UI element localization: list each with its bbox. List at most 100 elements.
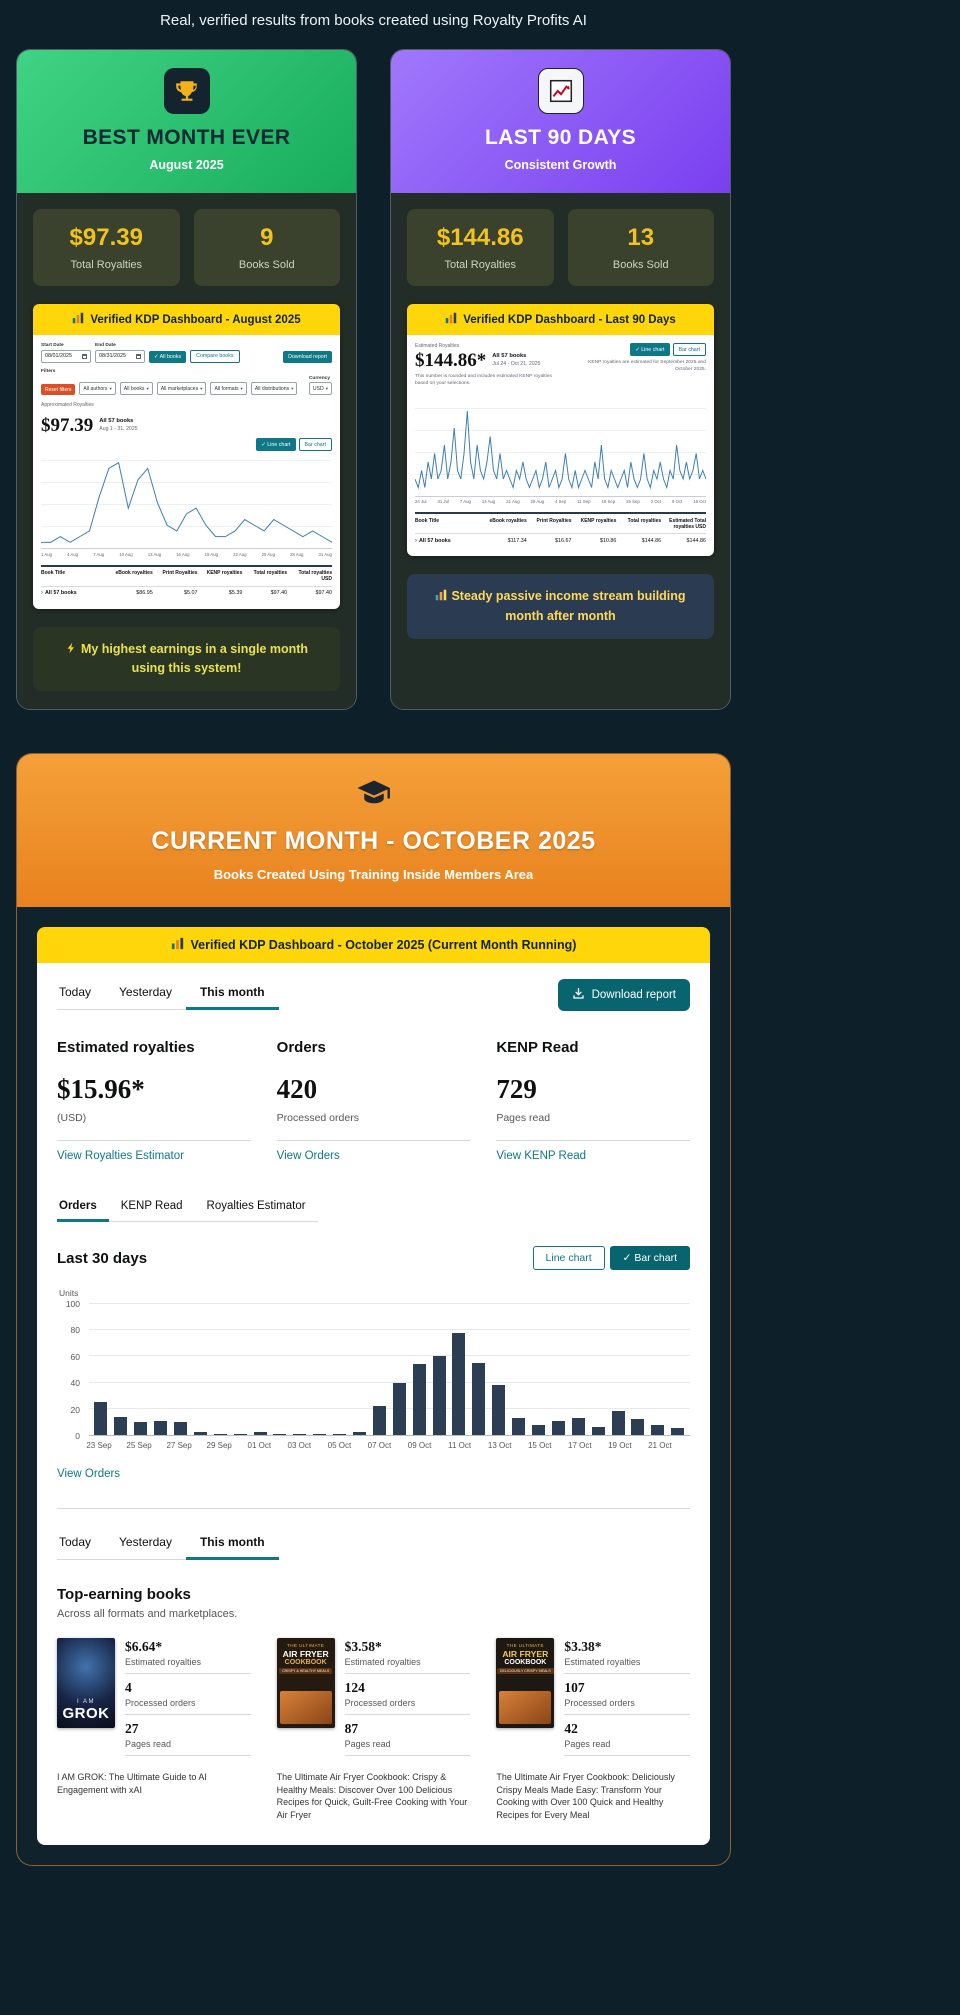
banner-text: Verified KDP Dashboard - August 2025	[90, 313, 301, 326]
line-chart-toggle[interactable]: Line chart	[532, 1246, 605, 1270]
tab-today[interactable]: Today	[59, 1535, 92, 1549]
book-item-grok: I AM GROK $6.64* Estimated royalties 4 P…	[57, 1638, 251, 1821]
end-date-input[interactable]: 08/31/2025	[95, 349, 145, 363]
tab-kenp-read[interactable]: KENP Read	[120, 1200, 183, 1212]
bar-chart-toggle[interactable]: ✓ Bar chart	[609, 1246, 690, 1270]
compare-books-button[interactable]: Compare books	[190, 349, 240, 363]
current-month-header: CURRENT MONTH - OCTOBER 2025 Books Creat…	[17, 754, 730, 907]
view-orders-link[interactable]: View Orders	[57, 1468, 121, 1480]
line-chart-toggle[interactable]: ✓ Line chart	[256, 438, 296, 451]
kpi-orders: Orders 420 Processed orders View Orders	[276, 1039, 471, 1164]
table-row-all-books[interactable]: › All 57 books $86.95 $5.07 $5.39 $97.40 …	[41, 585, 332, 600]
y-axis-label: Units	[59, 1288, 79, 1298]
stat-label: Total Royalties	[444, 259, 517, 271]
august-royalty-row: $97.39 All 57 books Aug 1 - 31, 2025	[41, 416, 332, 435]
last-90-royalties-table: Book Title eBook royalties Print Royalti…	[415, 512, 706, 547]
page-content: Real, verified results from books create…	[16, 0, 731, 1874]
bar-chart-toggle[interactable]: Bar chart	[298, 438, 332, 451]
tab-yesterday[interactable]: Yesterday	[119, 1535, 172, 1549]
current-month-subtitle: Books Created Using Training Inside Memb…	[213, 867, 534, 882]
table-row-all-books[interactable]: › All 57 books $117.34 $16.67 $10.86 $144…	[415, 533, 706, 547]
kdp-dashboard-august: Start Date 08/01/2025 End Date 08/31/202…	[33, 335, 340, 609]
filters-label: Filters	[41, 368, 56, 374]
food-photo	[499, 1691, 552, 1724]
last-90-days-header: LAST 90 DAYS Consistent Growth	[391, 50, 730, 193]
stat-books-sold: 9 Books Sold	[193, 209, 340, 286]
formats-dropdown[interactable]: All formats	[210, 382, 247, 395]
bar-chart-icon	[435, 588, 447, 607]
all-books-button[interactable]: ✓ All books	[149, 350, 187, 363]
stat-total-royalties: $97.39 Total Royalties	[33, 209, 180, 286]
chart-type-toggle: Line chart ✓ Bar chart	[532, 1246, 690, 1270]
view-royalties-estimator-link[interactable]: View Royalties Estimator	[57, 1150, 184, 1162]
authors-dropdown[interactable]: All authors	[79, 382, 116, 395]
last-90-days-card: LAST 90 DAYS Consistent Growth $144.86 T…	[390, 49, 731, 710]
marketplaces-dropdown[interactable]: All marketplaces	[156, 382, 207, 395]
best-month-note: My highest earnings in a single month us…	[33, 626, 340, 691]
book-metrics: $6.64* Estimated royalties 4 Processed o…	[125, 1638, 251, 1762]
line-chart-toggle[interactable]: ✓ Line chart	[630, 343, 670, 356]
bar-chart-icon	[72, 312, 84, 327]
august-chart-toggle: ✓ Line chart Bar chart	[41, 438, 332, 451]
download-report-button-mini[interactable]: Download report	[283, 350, 332, 363]
tab-this-month[interactable]: This month	[185, 1529, 279, 1560]
book-cover: THE ULTIMATE AIR FRYER COOKBOOK CRISPY &…	[276, 1638, 335, 1728]
kpi-value: 420	[276, 1074, 318, 1104]
kpi-value: $15.96*	[57, 1074, 145, 1104]
august-royalties-table: Book Title eBook royalties Print Royalti…	[41, 564, 332, 600]
tab-this-month[interactable]: This month	[185, 979, 279, 1010]
last-90-days-title: LAST 90 DAYS	[484, 126, 637, 149]
note-text: Steady passive income stream building mo…	[451, 589, 686, 623]
top-earning-books-row: I AM GROK $6.64* Estimated royalties 4 P…	[57, 1638, 690, 1821]
stat-label: Books Sold	[238, 259, 295, 271]
download-report-button[interactable]: Download report	[557, 979, 690, 1011]
view-orders-link[interactable]: View Orders	[276, 1150, 340, 1162]
book-cover: I AM GROK	[57, 1638, 115, 1728]
calendar-icon	[82, 353, 87, 359]
tab-yesterday[interactable]: Yesterday	[119, 985, 172, 999]
best-month-header: BEST MONTH EVER August 2025	[17, 50, 356, 193]
book-metrics: $3.38* Estimated royalties 107 Processed…	[564, 1638, 690, 1762]
top-earning-books-title: Top-earning books	[57, 1586, 191, 1603]
august-line-chart	[41, 457, 332, 549]
august-filter-row-1: Start Date 08/01/2025 End Date 08/31/202…	[41, 343, 332, 363]
bar-chart-icon	[171, 937, 184, 953]
book-title: The Ultimate Air Fryer Cookbook: Delicio…	[496, 1772, 675, 1820]
royalty-scope: All 57 books Jul 24 - Oct 21, 2025	[492, 353, 541, 367]
kpi-value: 729	[496, 1074, 537, 1104]
tab-today[interactable]: Today	[59, 985, 92, 999]
last-90-note: Steady passive income stream building mo…	[407, 574, 714, 639]
verified-banner-october: Verified KDP Dashboard - October 2025 (C…	[37, 927, 710, 963]
book-item-air-fryer-1: THE ULTIMATE AIR FRYER COOKBOOK CRISPY &…	[276, 1638, 471, 1821]
stat-value: 13	[627, 224, 655, 251]
table-header-row: Book Title eBook royalties Print Royalti…	[41, 564, 332, 586]
kpi-row: Estimated royalties $15.96* (USD) View R…	[57, 1039, 690, 1164]
graduation-cap-icon	[37, 776, 710, 817]
books-dropdown[interactable]: All books	[119, 382, 153, 395]
distributions-dropdown[interactable]: All distributions	[250, 382, 298, 395]
best-month-title: BEST MONTH EVER	[82, 126, 291, 149]
book-item-air-fryer-2: THE ULTIMATE AIR FRYER COOKBOOK DELICIOU…	[496, 1638, 690, 1821]
section-tabs: Orders KENP Read Royalties Estimator	[57, 1196, 318, 1222]
current-month-title: CURRENT MONTH - OCTOBER 2025	[151, 827, 596, 855]
expand-chevron-icon: ›	[415, 537, 417, 544]
bars	[89, 1304, 690, 1435]
tab-royalties-estimator[interactable]: Royalties Estimator	[206, 1200, 306, 1212]
view-kenp-read-link[interactable]: View KENP Read	[496, 1150, 587, 1162]
reset-filters-button[interactable]: Reset filters	[41, 384, 76, 395]
divider	[57, 1508, 690, 1509]
last-90-days-body: $144.86 Total Royalties 13 Books Sold Ve…	[391, 193, 730, 709]
august-filter-row-2: Reset filters All authors All books All …	[41, 376, 332, 395]
current-month-body: Verified KDP Dashboard - October 2025 (C…	[17, 907, 730, 1865]
last-90-days-subtitle: Consistent Growth	[504, 158, 617, 172]
stat-label: Total Royalties	[70, 259, 143, 271]
tab-orders[interactable]: Orders	[57, 1196, 109, 1222]
table-header-row: Book Title eBook royalties Print Royalti…	[415, 512, 706, 533]
start-date-input[interactable]: 08/01/2025	[41, 349, 91, 363]
calendar-icon	[136, 353, 141, 359]
last-90-chart-x-labels: 24 Jul 31 Jul 7 Aug 14 Aug 21 Aug 28 Aug 4 Sep…	[415, 499, 706, 505]
bar-chart-toggle[interactable]: Bar chart	[672, 343, 706, 356]
x-axis-ticks: 23 Sep 25 Sep 27 Sep 29 Sep 01 Oct 03 Oct 05 O…	[86, 1441, 672, 1450]
currency-dropdown[interactable]: USD	[308, 382, 332, 395]
best-month-body: $97.39 Total Royalties 9 Books Sold Veri…	[17, 193, 356, 709]
